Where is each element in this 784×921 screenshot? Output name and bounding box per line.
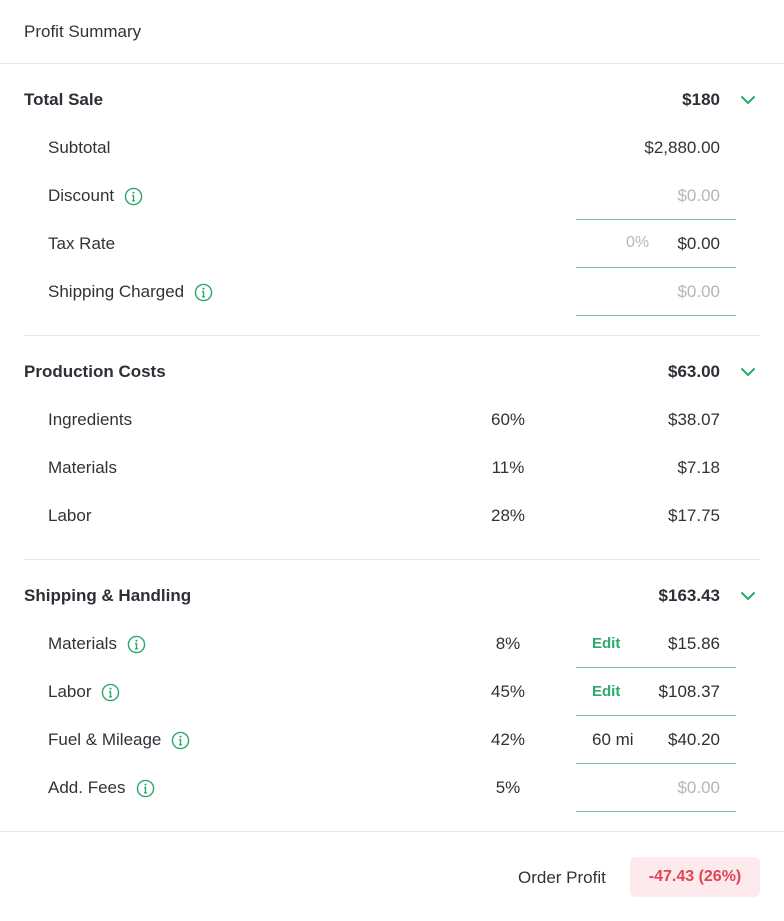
row-label: Materials	[48, 634, 117, 653]
row-label: Fuel & Mileage	[48, 730, 162, 749]
row-label: Shipping Charged	[48, 282, 185, 301]
miles-value: 60 mi	[592, 730, 634, 749]
shipping-materials-row: Materials 8% Edit $15.86	[0, 620, 784, 668]
add-fees-row: Add. Fees 5% $0.00	[0, 764, 784, 812]
row-percent: 45%	[490, 682, 526, 701]
tax-rate-row: Tax Rate 0% $0.00	[0, 220, 784, 268]
row-percent: 60%	[490, 410, 526, 429]
shipping-charged-field[interactable]: $0.00	[576, 268, 736, 316]
fuel-mileage-field[interactable]: 60 mi $40.20	[576, 716, 736, 764]
row-value: $2,880.00	[644, 138, 720, 157]
order-profit-badge: -47.43 (26%)	[630, 857, 760, 897]
row-label-wrap: Discount	[48, 186, 143, 206]
row-label: Discount	[48, 186, 115, 205]
order-profit-value: -47.43 (26%)	[648, 868, 742, 885]
subtotal-row: Subtotal $2,880.00	[0, 124, 784, 172]
page-title: Profit Summary	[24, 22, 142, 41]
chevron-down-icon[interactable]	[738, 90, 758, 110]
materials-row: Materials 11% $7.18	[0, 444, 784, 492]
section-divider	[24, 335, 760, 336]
info-circle-icon[interactable]	[171, 731, 190, 750]
summary-header: Profit Summary	[0, 0, 784, 64]
order-profit-label: Order Profit	[518, 868, 606, 887]
tax-rate-field[interactable]: 0% $0.00	[576, 220, 736, 268]
shipping-labor-field: Edit $108.37	[576, 668, 736, 716]
ingredients-row: Ingredients 60% $38.07	[0, 396, 784, 444]
chevron-down-icon[interactable]	[738, 586, 758, 606]
section-title: Production Costs	[24, 362, 166, 381]
discount-field[interactable]: $0.00	[576, 172, 736, 220]
row-label-wrap: Materials	[48, 634, 146, 654]
section-total: $180	[682, 90, 720, 109]
row-label: Materials	[48, 458, 117, 477]
order-profit-footer: Order Profit -47.43 (26%)	[0, 831, 784, 921]
row-label: Labor	[48, 506, 92, 525]
chevron-down-icon[interactable]	[738, 362, 758, 382]
tax-rate-placeholder: 0%	[626, 234, 650, 251]
section-title: Shipping & Handling	[24, 586, 192, 605]
row-value: $7.18	[677, 458, 720, 477]
discount-row: Discount $0.00	[0, 172, 784, 220]
info-circle-icon[interactable]	[194, 283, 213, 302]
row-percent: 42%	[490, 730, 526, 749]
info-circle-icon[interactable]	[127, 635, 146, 654]
info-circle-icon[interactable]	[136, 779, 155, 798]
tax-value: $0.00	[677, 234, 720, 253]
edit-button[interactable]: Edit	[592, 683, 621, 700]
row-value: $108.37	[658, 682, 720, 701]
row-label-wrap: Fuel & Mileage	[48, 730, 190, 750]
section-title: Total Sale	[24, 90, 104, 109]
labor-row: Labor 28% $17.75	[0, 492, 784, 540]
section-divider	[24, 559, 760, 560]
row-label: Ingredients	[48, 410, 133, 429]
add-fees-field[interactable]: $0.00	[576, 764, 736, 812]
row-percent: 11%	[491, 458, 525, 477]
row-value: $15.86	[668, 634, 720, 653]
shipping-labor-row: Labor 45% Edit $108.37	[0, 668, 784, 716]
section-total: $63.00	[668, 362, 720, 381]
row-percent: 5%	[495, 778, 521, 797]
shipping-handling-header[interactable]: Shipping & Handling $163.43	[0, 572, 784, 620]
row-label-wrap: Labor	[48, 682, 120, 702]
edit-button[interactable]: Edit	[592, 635, 621, 652]
field-placeholder: $0.00	[677, 186, 720, 205]
fuel-mileage-row: Fuel & Mileage 42% 60 mi $40.20	[0, 716, 784, 764]
row-value: $38.07	[668, 410, 720, 429]
field-placeholder: $0.00	[677, 282, 720, 301]
row-label: Add. Fees	[48, 778, 126, 797]
shipping-materials-field: Edit $15.86	[576, 620, 736, 668]
row-label: Labor	[48, 682, 92, 701]
row-percent: 28%	[490, 506, 526, 525]
info-circle-icon[interactable]	[101, 683, 120, 702]
row-percent: 8%	[495, 634, 521, 653]
row-value: $17.75	[668, 506, 720, 525]
row-label: Tax Rate	[48, 234, 116, 253]
section-total: $163.43	[658, 586, 720, 605]
row-value: $40.20	[668, 730, 720, 749]
production-costs-header[interactable]: Production Costs $63.00	[0, 348, 784, 396]
row-label: Subtotal	[48, 138, 111, 157]
total-sale-header[interactable]: Total Sale $180	[0, 76, 784, 124]
shipping-charged-row: Shipping Charged $0.00	[0, 268, 784, 316]
info-circle-icon[interactable]	[124, 187, 143, 206]
row-label-wrap: Add. Fees	[48, 778, 155, 798]
field-placeholder: $0.00	[677, 778, 720, 797]
row-label-wrap: Shipping Charged	[48, 282, 213, 302]
